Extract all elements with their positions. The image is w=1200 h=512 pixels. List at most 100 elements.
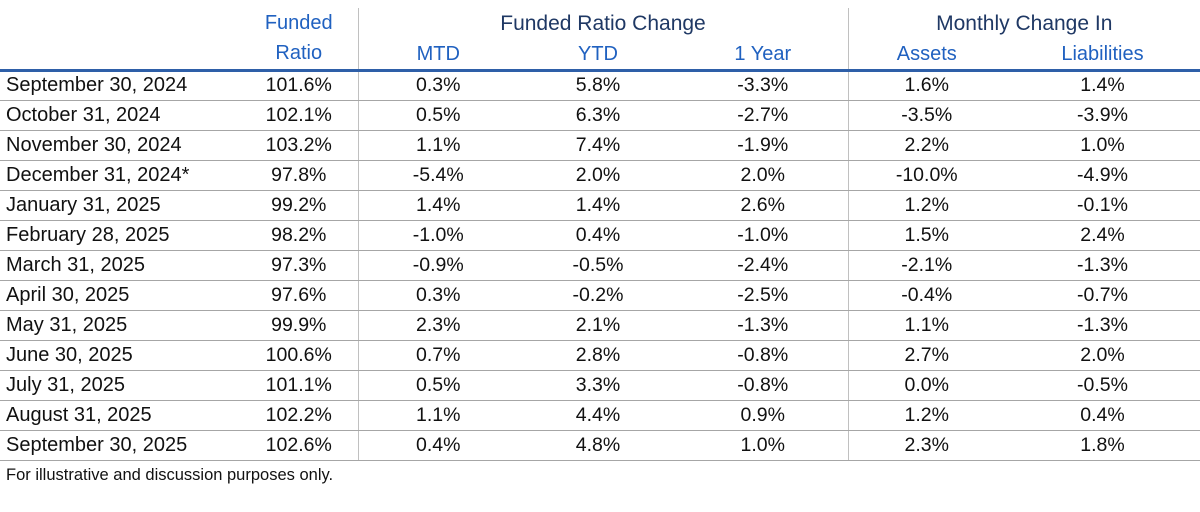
column-header-funded-ratio: Funded Ratio — [240, 8, 359, 72]
cell-one-year: -0.8% — [678, 340, 849, 371]
cell-liabilities: 1.4% — [1005, 70, 1200, 101]
cell-funded-ratio: 100.6% — [240, 340, 359, 371]
table-row: April 30, 2025 97.6% 0.3% -0.2% -2.5% -0.4% -0… — [0, 280, 1200, 311]
cell-date: October 31, 2024 — [0, 100, 240, 131]
cell-liabilities: -0.5% — [1005, 370, 1200, 401]
cell-mtd: 0.3% — [358, 280, 518, 311]
cell-mtd: 0.7% — [358, 340, 518, 371]
funded-ratio-line2: Ratio — [275, 42, 323, 65]
table-row: March 31, 2025 97.3% -0.9% -0.5% -2.4% -2.1% -… — [0, 250, 1200, 281]
cell-assets: 1.5% — [848, 220, 1005, 251]
cell-one-year: 1.0% — [678, 430, 849, 461]
cell-ytd: 0.4% — [518, 220, 678, 251]
table-row: September 30, 2025 102.6% 0.4% 4.8% 1.0% 2.3%… — [0, 430, 1200, 461]
cell-one-year: -2.5% — [678, 280, 849, 311]
cell-mtd: 0.3% — [358, 70, 518, 101]
cell-mtd: -1.0% — [358, 220, 518, 251]
cell-date: September 30, 2024 — [0, 70, 240, 101]
header-group-row: Funded Ratio Funded Ratio Change Monthly… — [0, 8, 1200, 72]
cell-liabilities: -1.3% — [1005, 310, 1200, 341]
cell-mtd: 0.5% — [358, 100, 518, 131]
cell-ytd: 7.4% — [518, 130, 678, 161]
cell-liabilities: -4.9% — [1005, 160, 1200, 191]
cell-funded-ratio: 97.6% — [240, 280, 359, 311]
cell-one-year: -2.4% — [678, 250, 849, 281]
table-row: August 31, 2025 102.2% 1.1% 4.4% 0.9% 1.2% 0.4… — [0, 400, 1200, 431]
cell-ytd: 4.8% — [518, 430, 678, 461]
cell-date: January 31, 2025 — [0, 190, 240, 221]
cell-date: March 31, 2025 — [0, 250, 240, 281]
column-header-ytd: YTD — [518, 40, 678, 72]
cell-liabilities: 2.4% — [1005, 220, 1200, 251]
cell-assets: 1.2% — [848, 190, 1005, 221]
cell-funded-ratio: 99.9% — [240, 310, 359, 341]
cell-ytd: 2.0% — [518, 160, 678, 191]
cell-funded-ratio: 99.2% — [240, 190, 359, 221]
cell-mtd: 2.3% — [358, 310, 518, 341]
cell-date: June 30, 2025 — [0, 340, 240, 371]
cell-liabilities: -0.7% — [1005, 280, 1200, 311]
cell-one-year: 0.9% — [678, 400, 849, 431]
cell-ytd: 1.4% — [518, 190, 678, 221]
cell-one-year: -3.3% — [678, 70, 849, 101]
cell-liabilities: 0.4% — [1005, 400, 1200, 431]
cell-ytd: -0.2% — [518, 280, 678, 311]
column-header-1-year: 1 Year — [678, 40, 849, 72]
cell-assets: 2.7% — [848, 340, 1005, 371]
cell-liabilities: 1.0% — [1005, 130, 1200, 161]
funded-ratio-table: Funded Ratio Funded Ratio Change Monthly… — [0, 8, 1200, 461]
table-row: December 31, 2024* 97.8% -5.4% 2.0% 2.0% -10.… — [0, 160, 1200, 191]
cell-one-year: 2.0% — [678, 160, 849, 191]
cell-date: December 31, 2024* — [0, 160, 240, 191]
cell-one-year: -2.7% — [678, 100, 849, 131]
group-header-funded-ratio-change: Funded Ratio Change — [358, 8, 849, 40]
cell-date: November 30, 2024 — [0, 130, 240, 161]
cell-date: September 30, 2025 — [0, 430, 240, 461]
table-row: February 28, 2025 98.2% -1.0% 0.4% -1.0% 1.5%… — [0, 220, 1200, 251]
table-row: September 30, 2024 101.6% 0.3% 5.8% -3.3% 1.6… — [0, 70, 1200, 101]
cell-funded-ratio: 97.8% — [240, 160, 359, 191]
cell-one-year: -1.0% — [678, 220, 849, 251]
cell-liabilities: 1.8% — [1005, 430, 1200, 461]
cell-mtd: 0.4% — [358, 430, 518, 461]
cell-assets: -3.5% — [848, 100, 1005, 131]
cell-date: August 31, 2025 — [0, 400, 240, 431]
cell-assets: 1.6% — [848, 70, 1005, 101]
cell-date: April 30, 2025 — [0, 280, 240, 311]
cell-mtd: 1.1% — [358, 130, 518, 161]
cell-date: February 28, 2025 — [0, 220, 240, 251]
table-row: November 30, 2024 103.2% 1.1% 7.4% -1.9% 2.2%… — [0, 130, 1200, 161]
cell-liabilities: -0.1% — [1005, 190, 1200, 221]
table-row: January 31, 2025 99.2% 1.4% 1.4% 2.6% 1.2% -0.… — [0, 190, 1200, 221]
funded-ratio-line1: Funded — [264, 12, 333, 35]
cell-one-year: -0.8% — [678, 370, 849, 401]
cell-one-year: -1.3% — [678, 310, 849, 341]
header-sub-row: MTD YTD 1 Year Assets Liabilities — [0, 40, 1200, 72]
cell-mtd: 1.1% — [358, 400, 518, 431]
cell-ytd: 2.8% — [518, 340, 678, 371]
cell-assets: 1.2% — [848, 400, 1005, 431]
cell-ytd: -0.5% — [518, 250, 678, 281]
cell-assets: 0.0% — [848, 370, 1005, 401]
cell-assets: -0.4% — [848, 280, 1005, 311]
cell-liabilities: -1.3% — [1005, 250, 1200, 281]
table-row: May 31, 2025 99.9% 2.3% 2.1% -1.3% 1.1% -1.3% — [0, 310, 1200, 341]
table-body: September 30, 2024 101.6% 0.3% 5.8% -3.3% 1.6… — [0, 70, 1200, 461]
cell-funded-ratio: 97.3% — [240, 250, 359, 281]
cell-date: July 31, 2025 — [0, 370, 240, 401]
cell-assets: 1.1% — [848, 310, 1005, 341]
cell-one-year: -1.9% — [678, 130, 849, 161]
cell-assets: -10.0% — [848, 160, 1005, 191]
cell-ytd: 5.8% — [518, 70, 678, 101]
cell-funded-ratio: 98.2% — [240, 220, 359, 251]
cell-assets: -2.1% — [848, 250, 1005, 281]
cell-ytd: 2.1% — [518, 310, 678, 341]
cell-mtd: -5.4% — [358, 160, 518, 191]
footnote: For illustrative and discussion purposes… — [6, 465, 334, 484]
column-header-assets: Assets — [848, 40, 1005, 72]
table-header: Funded Ratio Funded Ratio Change Monthly… — [0, 8, 1200, 72]
cell-mtd: 1.4% — [358, 190, 518, 221]
cell-liabilities: -3.9% — [1005, 100, 1200, 131]
cell-funded-ratio: 102.6% — [240, 430, 359, 461]
table-row: June 30, 2025 100.6% 0.7% 2.8% -0.8% 2.7% 2.0% — [0, 340, 1200, 371]
